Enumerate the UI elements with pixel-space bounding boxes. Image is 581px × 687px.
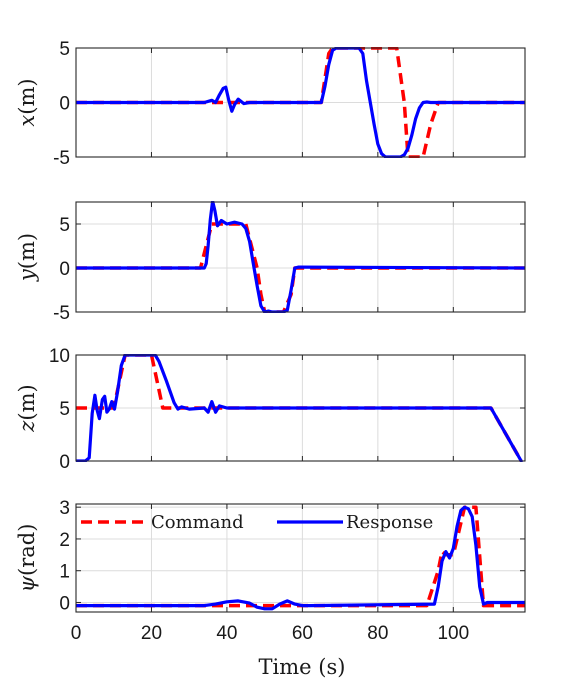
y-tick-label: 1 — [59, 562, 70, 583]
panel-ψ: 0 1 2 3 0 20 40 60 80 100 ψ(rad) Command Response — [15, 498, 526, 644]
y-tick-label: 5 — [59, 215, 70, 236]
y-axis-variable: x — [15, 115, 39, 127]
plot-frame — [75, 503, 526, 613]
y-tick-label: -5 — [53, 303, 70, 324]
y-tick-label: 0 — [59, 259, 70, 280]
y-tick-label: 5 — [59, 39, 70, 60]
legend: Command Response — [81, 512, 433, 533]
legend-label-response: Response — [346, 512, 433, 533]
panel-y: -5 0 5 y(m) — [15, 201, 526, 324]
x-tick-label: 80 — [367, 623, 388, 644]
y-axis-label: x(m) — [15, 78, 39, 126]
y-axis-variable: ψ — [15, 575, 39, 592]
y-tick-label: 0 — [59, 94, 70, 115]
y-axis-label: z(m) — [15, 384, 39, 432]
series-line-response — [76, 201, 525, 313]
legend-label-command: Command — [151, 512, 244, 533]
y-tick-label: 0 — [59, 452, 70, 473]
y-axis-label: y(m) — [15, 233, 39, 282]
y-tick-label: 3 — [59, 498, 70, 519]
y-axis-variable: y — [15, 268, 39, 282]
x-tick-label: 40 — [216, 623, 237, 644]
panel-x: -5 0 5 x(m) — [15, 39, 526, 169]
x-axis-label: Time (s) — [259, 655, 346, 679]
x-tick-label: 0 — [71, 623, 82, 644]
y-tick-label: 5 — [59, 399, 70, 420]
y-axis-unit: (m) — [15, 384, 39, 420]
x-tick-label: 100 — [437, 623, 469, 644]
plot-frame — [75, 201, 526, 313]
x-tick-label: 60 — [292, 623, 313, 644]
y-axis-unit: (m) — [15, 78, 39, 114]
y-tick-label: 10 — [49, 346, 70, 367]
y-axis-label: ψ(rad) — [15, 524, 39, 593]
y-axis-unit: (m) — [15, 233, 39, 269]
series-line-response — [76, 47, 525, 158]
y-tick-label: -5 — [53, 148, 70, 169]
series-line-response — [76, 505, 525, 611]
y-axis-variable: z — [15, 420, 39, 433]
plot-frame — [75, 354, 526, 462]
y-tick-label: 0 — [59, 593, 70, 614]
panel-z: 0 5 10 z(m) — [15, 346, 526, 473]
x-tick-label: 20 — [141, 623, 162, 644]
y-tick-label: 2 — [59, 530, 70, 551]
y-axis-unit: (rad) — [15, 524, 39, 576]
plot-frame — [75, 47, 526, 158]
